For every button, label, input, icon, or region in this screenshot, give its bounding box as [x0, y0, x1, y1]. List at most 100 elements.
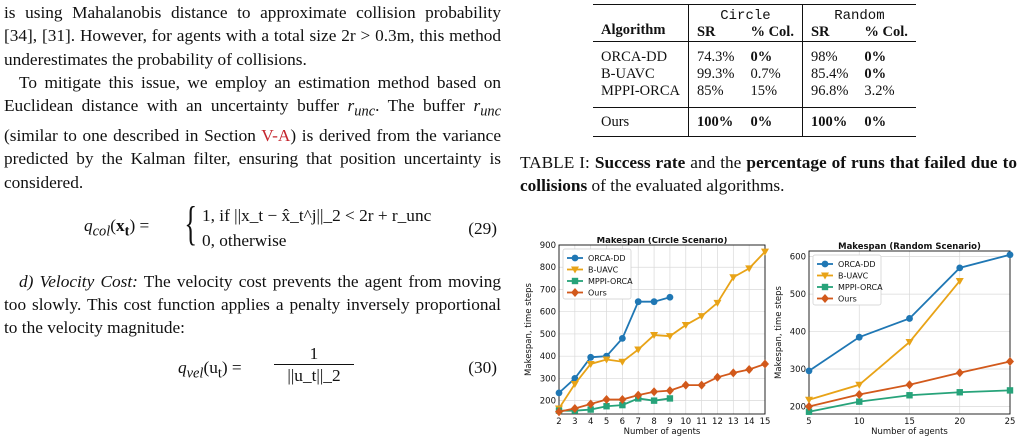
data-point: [956, 389, 963, 396]
legend-marker: [821, 283, 829, 291]
table-cell: MPPI-ORCA: [593, 83, 689, 108]
table-cell: 0%: [742, 41, 803, 66]
caption-bold-2: percentage of runs that failed due to co…: [520, 153, 1017, 196]
x-tick-label: 10: [854, 417, 865, 427]
data-point: [602, 395, 611, 405]
p2-text-c: (similar to one described in Section: [4, 125, 262, 145]
legend-marker: [821, 272, 829, 280]
plot-frame: [558, 244, 766, 415]
data-point: [956, 264, 964, 272]
runc-var: r: [347, 96, 355, 116]
x-tick-label: 13: [728, 417, 739, 427]
data-point: [697, 380, 706, 390]
table-cell: 100%: [696, 114, 734, 130]
y-tick-label: 900: [540, 241, 556, 251]
x-tick-label: 14: [744, 417, 755, 427]
data-point: [906, 315, 913, 322]
data-point: [665, 333, 674, 341]
table-group-random: Random: [834, 8, 885, 24]
data-point: [570, 403, 579, 413]
eq30-numerator: 1: [309, 343, 319, 363]
caption-label: TABLE I:: [520, 153, 595, 172]
p2-text-a: To mitigate this issue, we employ an est…: [4, 72, 501, 116]
plot-frame: [808, 250, 1011, 415]
results-table: Algorithm Circle Random SR % Col. SR % C…: [593, 4, 916, 137]
data-point: [587, 353, 595, 361]
x-tick-label: 15: [760, 417, 771, 427]
data-point: [555, 389, 563, 397]
legend-marker: [571, 266, 579, 274]
eq29-lhs: qcol(xt) =: [84, 215, 150, 240]
table-cell: ORCA-DD: [593, 41, 689, 66]
data-point: [855, 390, 864, 400]
data-point: [729, 274, 738, 282]
data-point: [905, 380, 914, 390]
legend-marker: [571, 277, 579, 285]
table-cell: 74.3%: [696, 49, 735, 65]
paragraph-mahalanobis: is using Mahalanobis distance to approxi…: [4, 3, 501, 69]
y-tick-label: 400: [790, 328, 806, 338]
legend-label: MPPI-ORCA: [588, 277, 633, 286]
eq29-number: (29): [468, 218, 497, 238]
data-point: [618, 395, 627, 405]
eq29-case-2: 0, otherwise: [202, 230, 287, 250]
table-header-algorithm: Algorithm: [593, 4, 689, 42]
legend-label: Ours: [838, 295, 857, 304]
data-point: [1006, 251, 1014, 259]
x-tick-label: 3: [572, 417, 577, 427]
eq30-denominator: ||u_t||_2: [274, 363, 354, 386]
series-line: [808, 280, 961, 401]
equation-29: qcol(xt) = { 1, if ||x_t − x̂_t^j||_2 < …: [4, 199, 501, 266]
data-point: [634, 390, 643, 400]
data-point: [855, 333, 863, 341]
data-point: [603, 403, 610, 410]
table-cell: 85%: [696, 83, 724, 99]
runc-var-2: r: [473, 96, 481, 116]
y-tick-label: 500: [790, 290, 806, 300]
x-tick-label: 12: [712, 417, 723, 427]
eq30-number: (30): [468, 357, 497, 377]
charts-area: 2 3 4 5 6 7 8 9 10 11 12 13 14 15 200 300 400 500 600 700 80…: [520, 236, 1020, 440]
section-link[interactable]: V-A: [261, 125, 291, 145]
paragraph-velocity: d) Velocity Cost: The velocity cost prev…: [4, 270, 501, 340]
data-point: [713, 372, 722, 382]
data-point: [729, 368, 738, 378]
table-cell: 0%: [864, 66, 887, 82]
data-point: [697, 313, 706, 321]
data-point: [855, 381, 864, 389]
caption-bold-1: Success rate: [594, 153, 686, 172]
table-row: ORCA-DD 74.3% 0% 98% 0%: [593, 41, 916, 66]
caption-text-1: and the: [685, 153, 747, 172]
x-axis-label: Number of agents: [871, 427, 948, 437]
data-point: [570, 380, 579, 388]
data-point: [650, 387, 659, 397]
velocity-heading: d) Velocity Cost:: [19, 271, 138, 291]
data-point: [619, 401, 626, 409]
x-tick-label: 10: [680, 417, 691, 427]
y-tick-label: 200: [790, 403, 806, 413]
data-point: [650, 332, 659, 340]
table-row-ours: Ours 100% 0% 100% 0%: [593, 107, 916, 137]
data-point: [602, 356, 611, 364]
table-sub-sr-2: SR: [810, 24, 830, 40]
runc-sub-2: unc: [480, 103, 501, 120]
table-sub-col-2: % Col.: [864, 24, 908, 40]
right-column: Algorithm Circle Random SR % Col. SR % C…: [520, 0, 1017, 437]
data-point: [618, 334, 626, 342]
table-cell: Ours: [593, 107, 689, 137]
x-axis-label: Number of agents: [624, 427, 701, 437]
table-cell: 0%: [864, 114, 887, 130]
caption-text-2: of the evaluated algorithms.: [587, 176, 785, 196]
x-tick-label: 15: [904, 417, 915, 427]
table-sub-col-1: % Col.: [742, 24, 803, 42]
x-tick-label: 5: [806, 417, 811, 427]
charts-svg: 2 3 4 5 6 7 8 9 10 11 12 13 14 15 200 300 400 500 600 700 80…: [524, 236, 1015, 437]
y-tick-label: 600: [790, 253, 806, 263]
data-point: [555, 407, 563, 417]
data-point: [1006, 387, 1014, 394]
x-tick-label: 11: [696, 417, 707, 427]
data-point: [805, 408, 813, 415]
p2-text-d: ) is derived from the variance predicted…: [4, 125, 501, 192]
x-tick-label: 8: [651, 417, 656, 427]
table-cell: 0%: [864, 49, 887, 65]
